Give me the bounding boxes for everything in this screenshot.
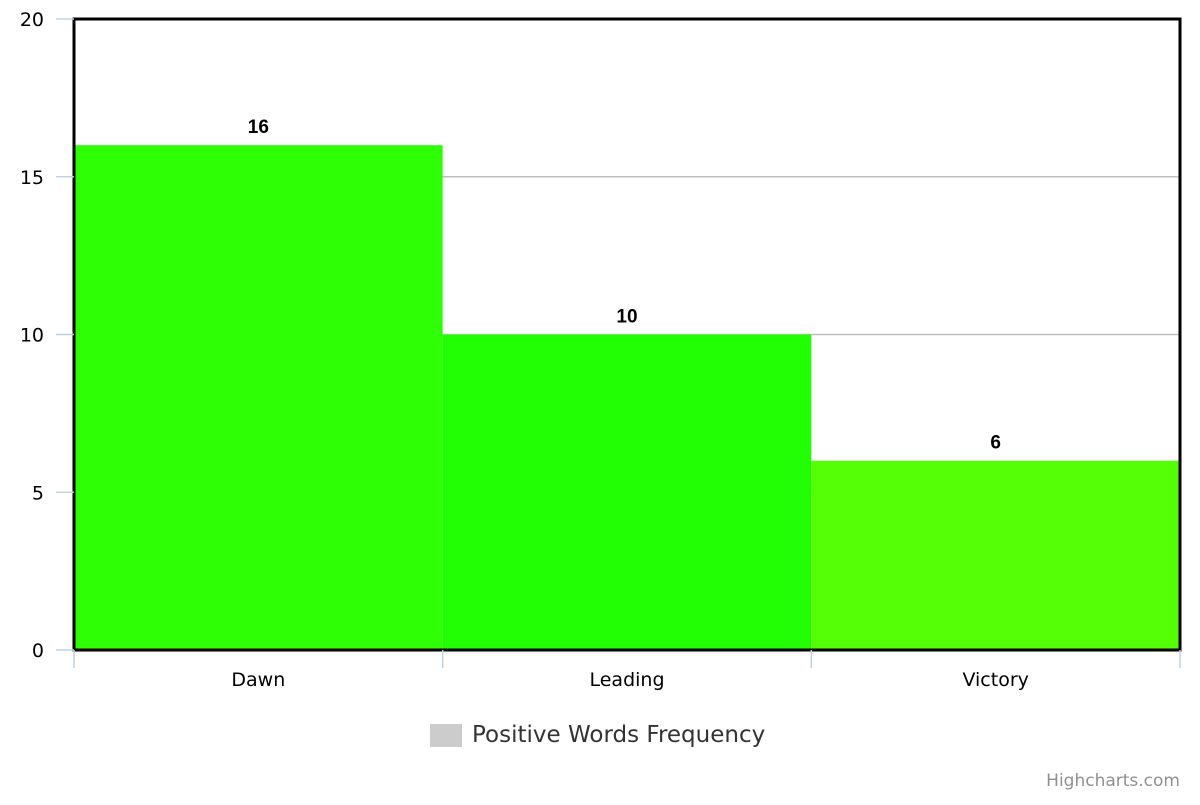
legend[interactable]: Positive Words Frequency [430, 724, 765, 747]
bar-leading[interactable] [442, 334, 812, 651]
bar-dawn[interactable] [74, 145, 443, 650]
x-tick-label: Victory [962, 669, 1028, 691]
legend-swatch [430, 724, 462, 747]
bar-victory[interactable] [811, 460, 1180, 650]
y-tick-label: 5 [32, 482, 44, 504]
y-tick-label: 10 [20, 325, 44, 347]
data-label: 6 [990, 433, 1001, 454]
data-label: 10 [616, 307, 637, 328]
data-label: 16 [248, 117, 269, 138]
x-tick-label: Dawn [231, 669, 285, 691]
y-tick-label: 20 [20, 9, 44, 31]
legend-label: Positive Words Frequency [472, 722, 766, 748]
x-tick-label: Leading [589, 669, 664, 691]
credits-link[interactable]: Highcharts.com [1046, 771, 1180, 791]
y-tick-label: 0 [32, 640, 44, 662]
y-tick-label: 15 [20, 167, 44, 189]
